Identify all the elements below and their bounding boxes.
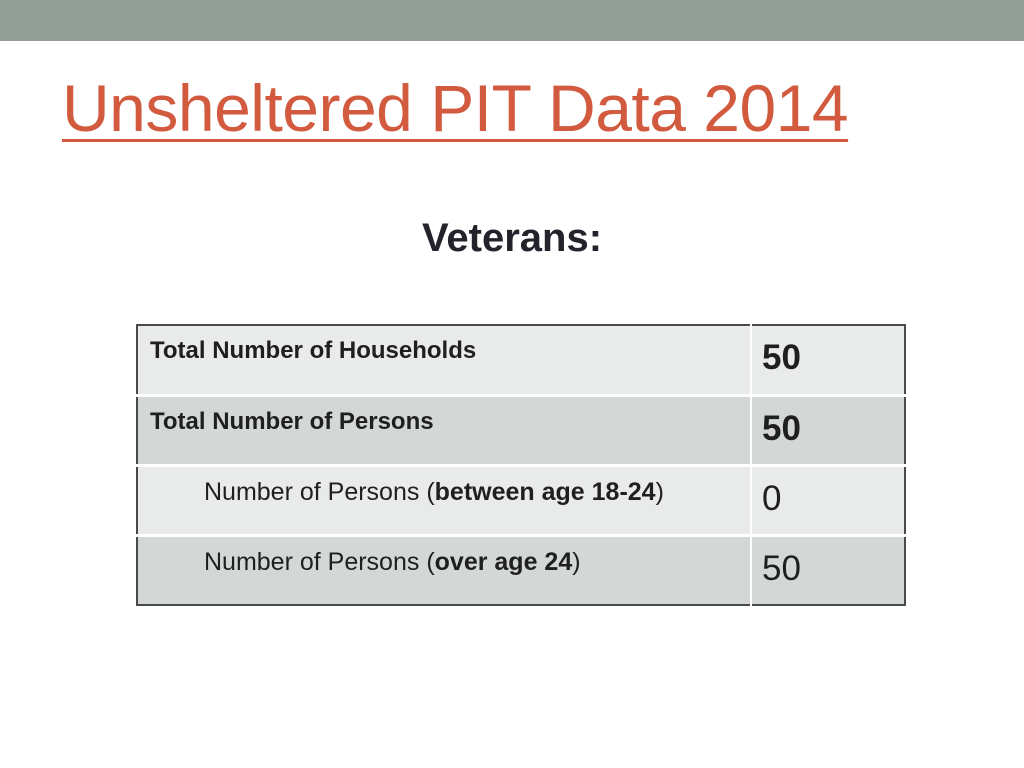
slide-subtitle: Veterans:	[421, 216, 603, 260]
row-value: 50	[751, 325, 905, 397]
row-value: 50	[751, 395, 905, 467]
row-label: Number of Persons (over age 24)	[137, 535, 752, 605]
row-label-prefix: Number of Persons (	[204, 547, 435, 576]
row-label-emphasis: over age 24	[434, 547, 573, 576]
row-label-suffix: )	[572, 547, 581, 576]
table-row-persons-over-24: Number of Persons (over age 24) 50	[137, 535, 905, 605]
veterans-table: Total Number of Households 50 Total Numb…	[136, 324, 906, 606]
row-label: Total Number of Persons	[137, 395, 752, 467]
table-row-persons: Total Number of Persons 50	[137, 395, 905, 467]
table-row-persons-18-24: Number of Persons (between age 18-24) 0	[137, 465, 905, 537]
table-row-households: Total Number of Households 50	[137, 325, 905, 397]
slide-title: Unsheltered PIT Data 2014	[62, 71, 849, 145]
row-label: Total Number of Households	[137, 325, 752, 397]
row-label-prefix: Number of Persons (	[204, 477, 435, 506]
row-value: 50	[751, 535, 905, 605]
row-label-suffix: )	[655, 477, 664, 506]
row-label: Number of Persons (between age 18-24)	[137, 465, 752, 537]
row-value: 0	[751, 465, 905, 537]
row-label-emphasis: between age 18-24	[434, 477, 656, 506]
top-accent-bar	[0, 0, 1024, 41]
